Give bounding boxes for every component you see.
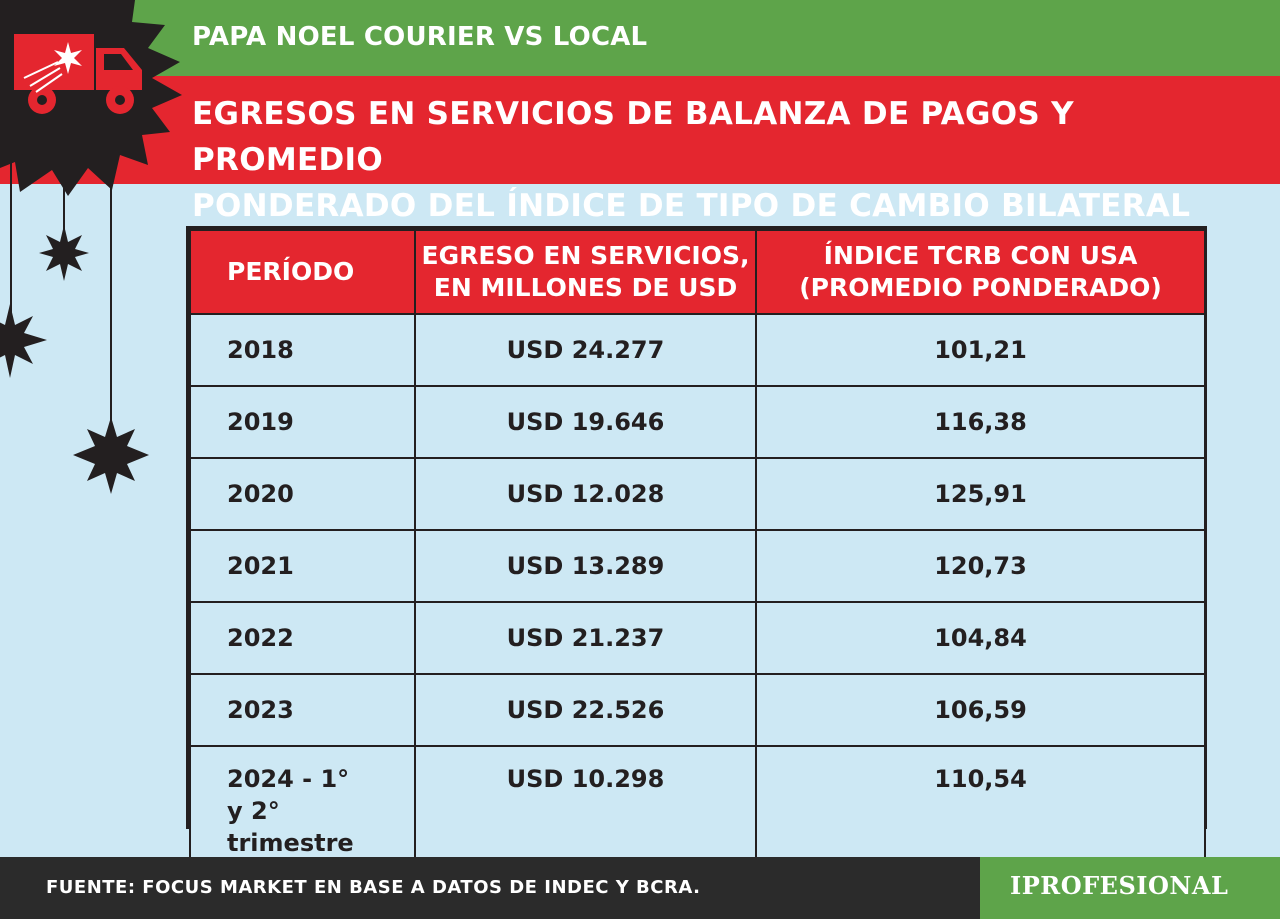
- table-row: 2019 USD 19.646 116,38: [189, 385, 1206, 459]
- cell-period: 2020: [189, 457, 416, 531]
- table-row: 2020 USD 12.028 125,91: [189, 457, 1206, 531]
- table-row: 2023 USD 22.526 106,59: [189, 673, 1206, 747]
- footer-source-bar: [0, 857, 980, 919]
- page-title: EGRESOS EN SERVICIOS DE BALANZA DE PAGOS…: [192, 91, 1262, 229]
- star-ornament-icon: [73, 417, 149, 494]
- cell-period: 2018: [189, 313, 416, 387]
- table-row: 2022 USD 21.237 104,84: [189, 601, 1206, 675]
- cell-egreso: USD 22.526: [414, 673, 757, 747]
- ornaments-decoration: [0, 150, 149, 494]
- data-table: PERÍODO EGRESO EN SERVICIOS, EN MILLONES…: [186, 226, 1207, 861]
- cell-indice: 106,59: [755, 673, 1206, 747]
- cell-period-line-2: y 2° trimestre: [227, 797, 354, 857]
- column-header-period-text: PERÍODO: [227, 257, 355, 286]
- column-header-indice-line-2: (PROMEDIO PONDERADO): [799, 273, 1162, 302]
- sparkle-icon: [23, 42, 82, 93]
- column-header-period: PERÍODO: [189, 229, 416, 315]
- cell-indice: 104,84: [755, 601, 1206, 675]
- column-header-indice: ÍNDICE TCRB CON USA (PROMEDIO PONDERADO): [755, 229, 1206, 315]
- truck-icon: [14, 34, 142, 114]
- column-header-egreso: EGRESO EN SERVICIOS, EN MILLONES DE USD: [414, 229, 757, 315]
- brand-logo: IPROFESIONAL: [1010, 871, 1229, 900]
- cell-period: 2023: [189, 673, 416, 747]
- column-header-egreso-line-1: EGRESO EN SERVICIOS,: [421, 241, 750, 270]
- cell-egreso: USD 21.237: [414, 601, 757, 675]
- cell-egreso: USD 13.289: [414, 529, 757, 603]
- cell-egreso: USD 10.298: [414, 745, 757, 861]
- table-row: 2018 USD 24.277 101,21: [189, 313, 1206, 387]
- cell-egreso: USD 24.277: [414, 313, 757, 387]
- cell-period-line-1: 2024 - 1°: [227, 765, 350, 793]
- cell-period: 2022: [189, 601, 416, 675]
- cell-period: 2021: [189, 529, 416, 603]
- cell-indice: 110,54: [755, 745, 1206, 861]
- title-line-1: EGRESOS EN SERVICIOS DE BALANZA DE PAGOS…: [192, 96, 1074, 178]
- star-ornament-icon: [39, 225, 89, 281]
- table-header-row: PERÍODO EGRESO EN SERVICIOS, EN MILLONES…: [189, 229, 1206, 315]
- star-ornament-icon: [0, 304, 47, 378]
- kicker-text: PAPA NOEL COURIER VS LOCAL: [192, 22, 648, 52]
- column-header-indice-line-1: ÍNDICE TCRB CON USA: [823, 241, 1138, 270]
- cell-indice: 101,21: [755, 313, 1206, 387]
- column-header-egreso-line-2: EN MILLONES DE USD: [433, 273, 738, 302]
- cell-indice: 120,73: [755, 529, 1206, 603]
- table-row: 2021 USD 13.289 120,73: [189, 529, 1206, 603]
- cell-egreso: USD 12.028: [414, 457, 757, 531]
- footer-brand-bar: [980, 857, 1280, 919]
- table-row: 2024 - 1° y 2° trimestre USD 10.298 110,…: [189, 745, 1206, 861]
- header-red-band: [0, 76, 1280, 184]
- source-note: FUENTE: FOCUS MARKET EN BASE A DATOS DE …: [46, 877, 701, 898]
- header-green-band: [130, 0, 1280, 76]
- cell-indice: 116,38: [755, 385, 1206, 459]
- cell-period: 2024 - 1° y 2° trimestre: [189, 745, 416, 861]
- cell-period: 2019: [189, 385, 416, 459]
- cell-indice: 125,91: [755, 457, 1206, 531]
- truck-badge: [0, 0, 182, 196]
- title-line-2: PONDERADO DEL ÍNDICE DE TIPO DE CAMBIO B…: [192, 188, 1191, 224]
- cell-egreso: USD 19.646: [414, 385, 757, 459]
